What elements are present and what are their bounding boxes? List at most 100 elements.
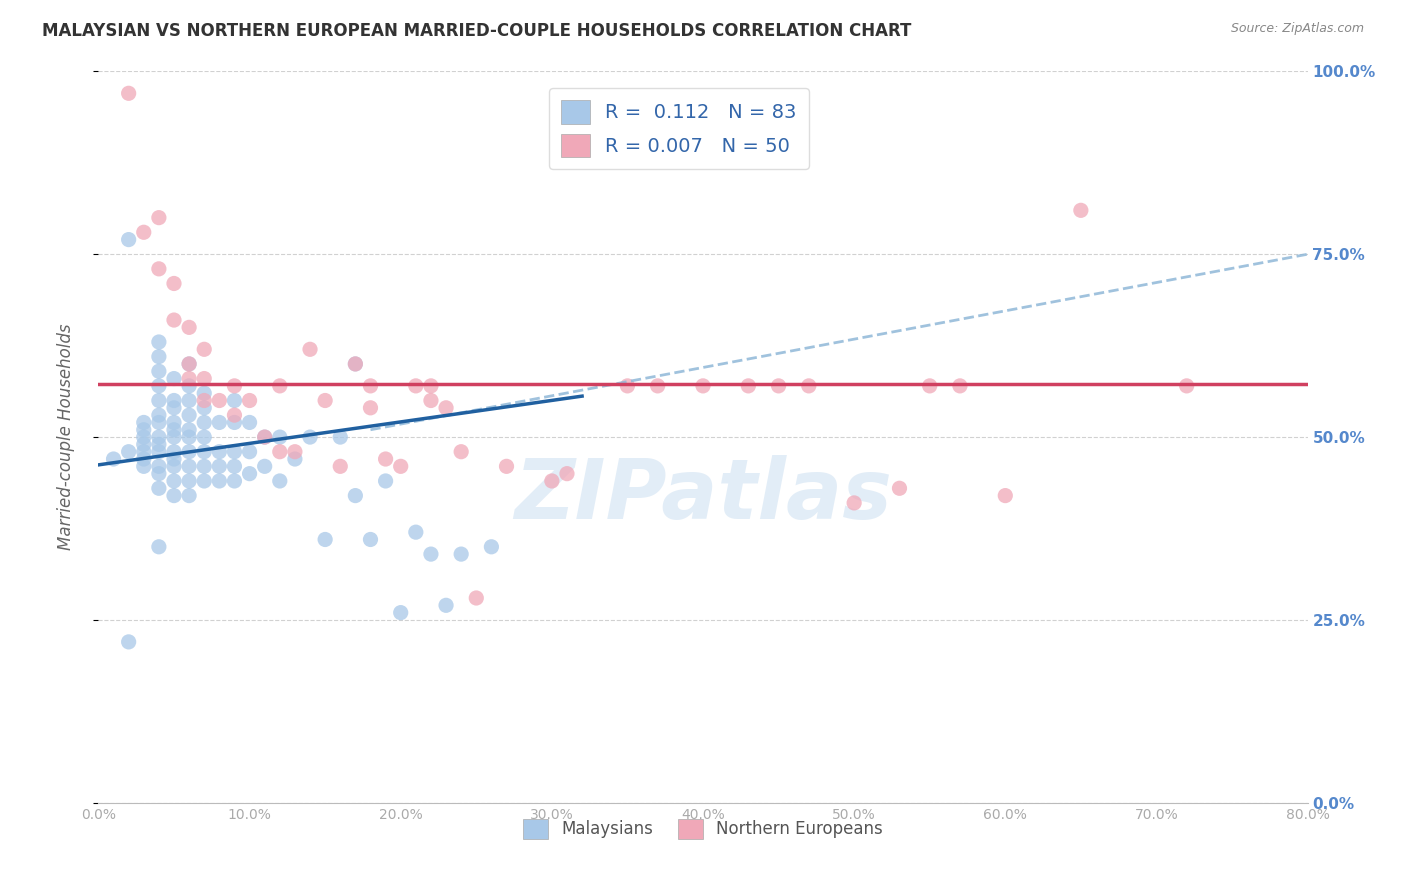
Point [269, 444, 291, 458]
Point [148, 364, 170, 378]
Point [118, 233, 141, 247]
Point [163, 459, 186, 474]
Y-axis label: Married-couple Households: Married-couple Households [56, 324, 75, 550]
Point [179, 459, 201, 474]
Point [616, 379, 638, 393]
Point [148, 393, 170, 408]
Text: Source: ZipAtlas.com: Source: ZipAtlas.com [1230, 22, 1364, 36]
Point [253, 430, 276, 444]
Point [148, 481, 170, 495]
Point [148, 437, 170, 451]
Point [889, 481, 911, 495]
Text: ZIPatlas: ZIPatlas [515, 455, 891, 536]
Point [405, 525, 427, 540]
Point [163, 313, 186, 327]
Point [179, 430, 201, 444]
Point [179, 357, 201, 371]
Point [179, 444, 201, 458]
Point [949, 379, 972, 393]
Point [344, 357, 367, 371]
Point [284, 452, 307, 467]
Point [844, 496, 866, 510]
Point [179, 320, 201, 334]
Point [224, 379, 246, 393]
Point [179, 408, 201, 422]
Point [360, 533, 382, 547]
Point [193, 371, 215, 385]
Point [465, 591, 488, 605]
Point [148, 459, 170, 474]
Point [434, 401, 457, 415]
Point [555, 467, 578, 481]
Point [163, 401, 186, 415]
Point [148, 350, 170, 364]
Point [208, 459, 231, 474]
Point [314, 393, 336, 408]
Point [179, 357, 201, 371]
Point [253, 430, 276, 444]
Point [148, 540, 170, 554]
Point [434, 599, 457, 613]
Point [768, 379, 790, 393]
Point [918, 379, 941, 393]
Point [193, 401, 215, 415]
Point [647, 379, 669, 393]
Point [193, 343, 215, 357]
Point [450, 444, 472, 458]
Point [495, 459, 517, 474]
Point [148, 430, 170, 444]
Point [118, 444, 141, 458]
Point [132, 452, 155, 467]
Point [239, 444, 262, 458]
Point [239, 467, 262, 481]
Point [208, 416, 231, 430]
Text: MALAYSIAN VS NORTHERN EUROPEAN MARRIED-COUPLE HOUSEHOLDS CORRELATION CHART: MALAYSIAN VS NORTHERN EUROPEAN MARRIED-C… [42, 22, 911, 40]
Point [329, 459, 352, 474]
Point [269, 474, 291, 488]
Point [389, 459, 412, 474]
Point [193, 416, 215, 430]
Point [224, 459, 246, 474]
Point [737, 379, 759, 393]
Point [148, 444, 170, 458]
Point [163, 423, 186, 437]
Point [193, 444, 215, 458]
Point [224, 393, 246, 408]
Point [344, 357, 367, 371]
Point [179, 423, 201, 437]
Point [797, 379, 820, 393]
Point [224, 474, 246, 488]
Point [132, 225, 155, 239]
Point [269, 430, 291, 444]
Point [118, 635, 141, 649]
Point [132, 423, 155, 437]
Point [163, 277, 186, 291]
Point [132, 459, 155, 474]
Point [193, 386, 215, 401]
Point [148, 416, 170, 430]
Point [314, 533, 336, 547]
Point [374, 452, 396, 467]
Point [148, 261, 170, 276]
Point [1070, 203, 1092, 218]
Point [420, 393, 443, 408]
Point [163, 371, 186, 385]
Point [163, 489, 186, 503]
Point [389, 606, 412, 620]
Point [405, 379, 427, 393]
Point [179, 489, 201, 503]
Point [208, 393, 231, 408]
Point [148, 379, 170, 393]
Point [224, 416, 246, 430]
Point [148, 467, 170, 481]
Point [179, 474, 201, 488]
Point [208, 474, 231, 488]
Point [420, 547, 443, 561]
Point [284, 444, 307, 458]
Point [163, 452, 186, 467]
Point [360, 401, 382, 415]
Point [224, 444, 246, 458]
Point [193, 459, 215, 474]
Point [163, 416, 186, 430]
Point [132, 430, 155, 444]
